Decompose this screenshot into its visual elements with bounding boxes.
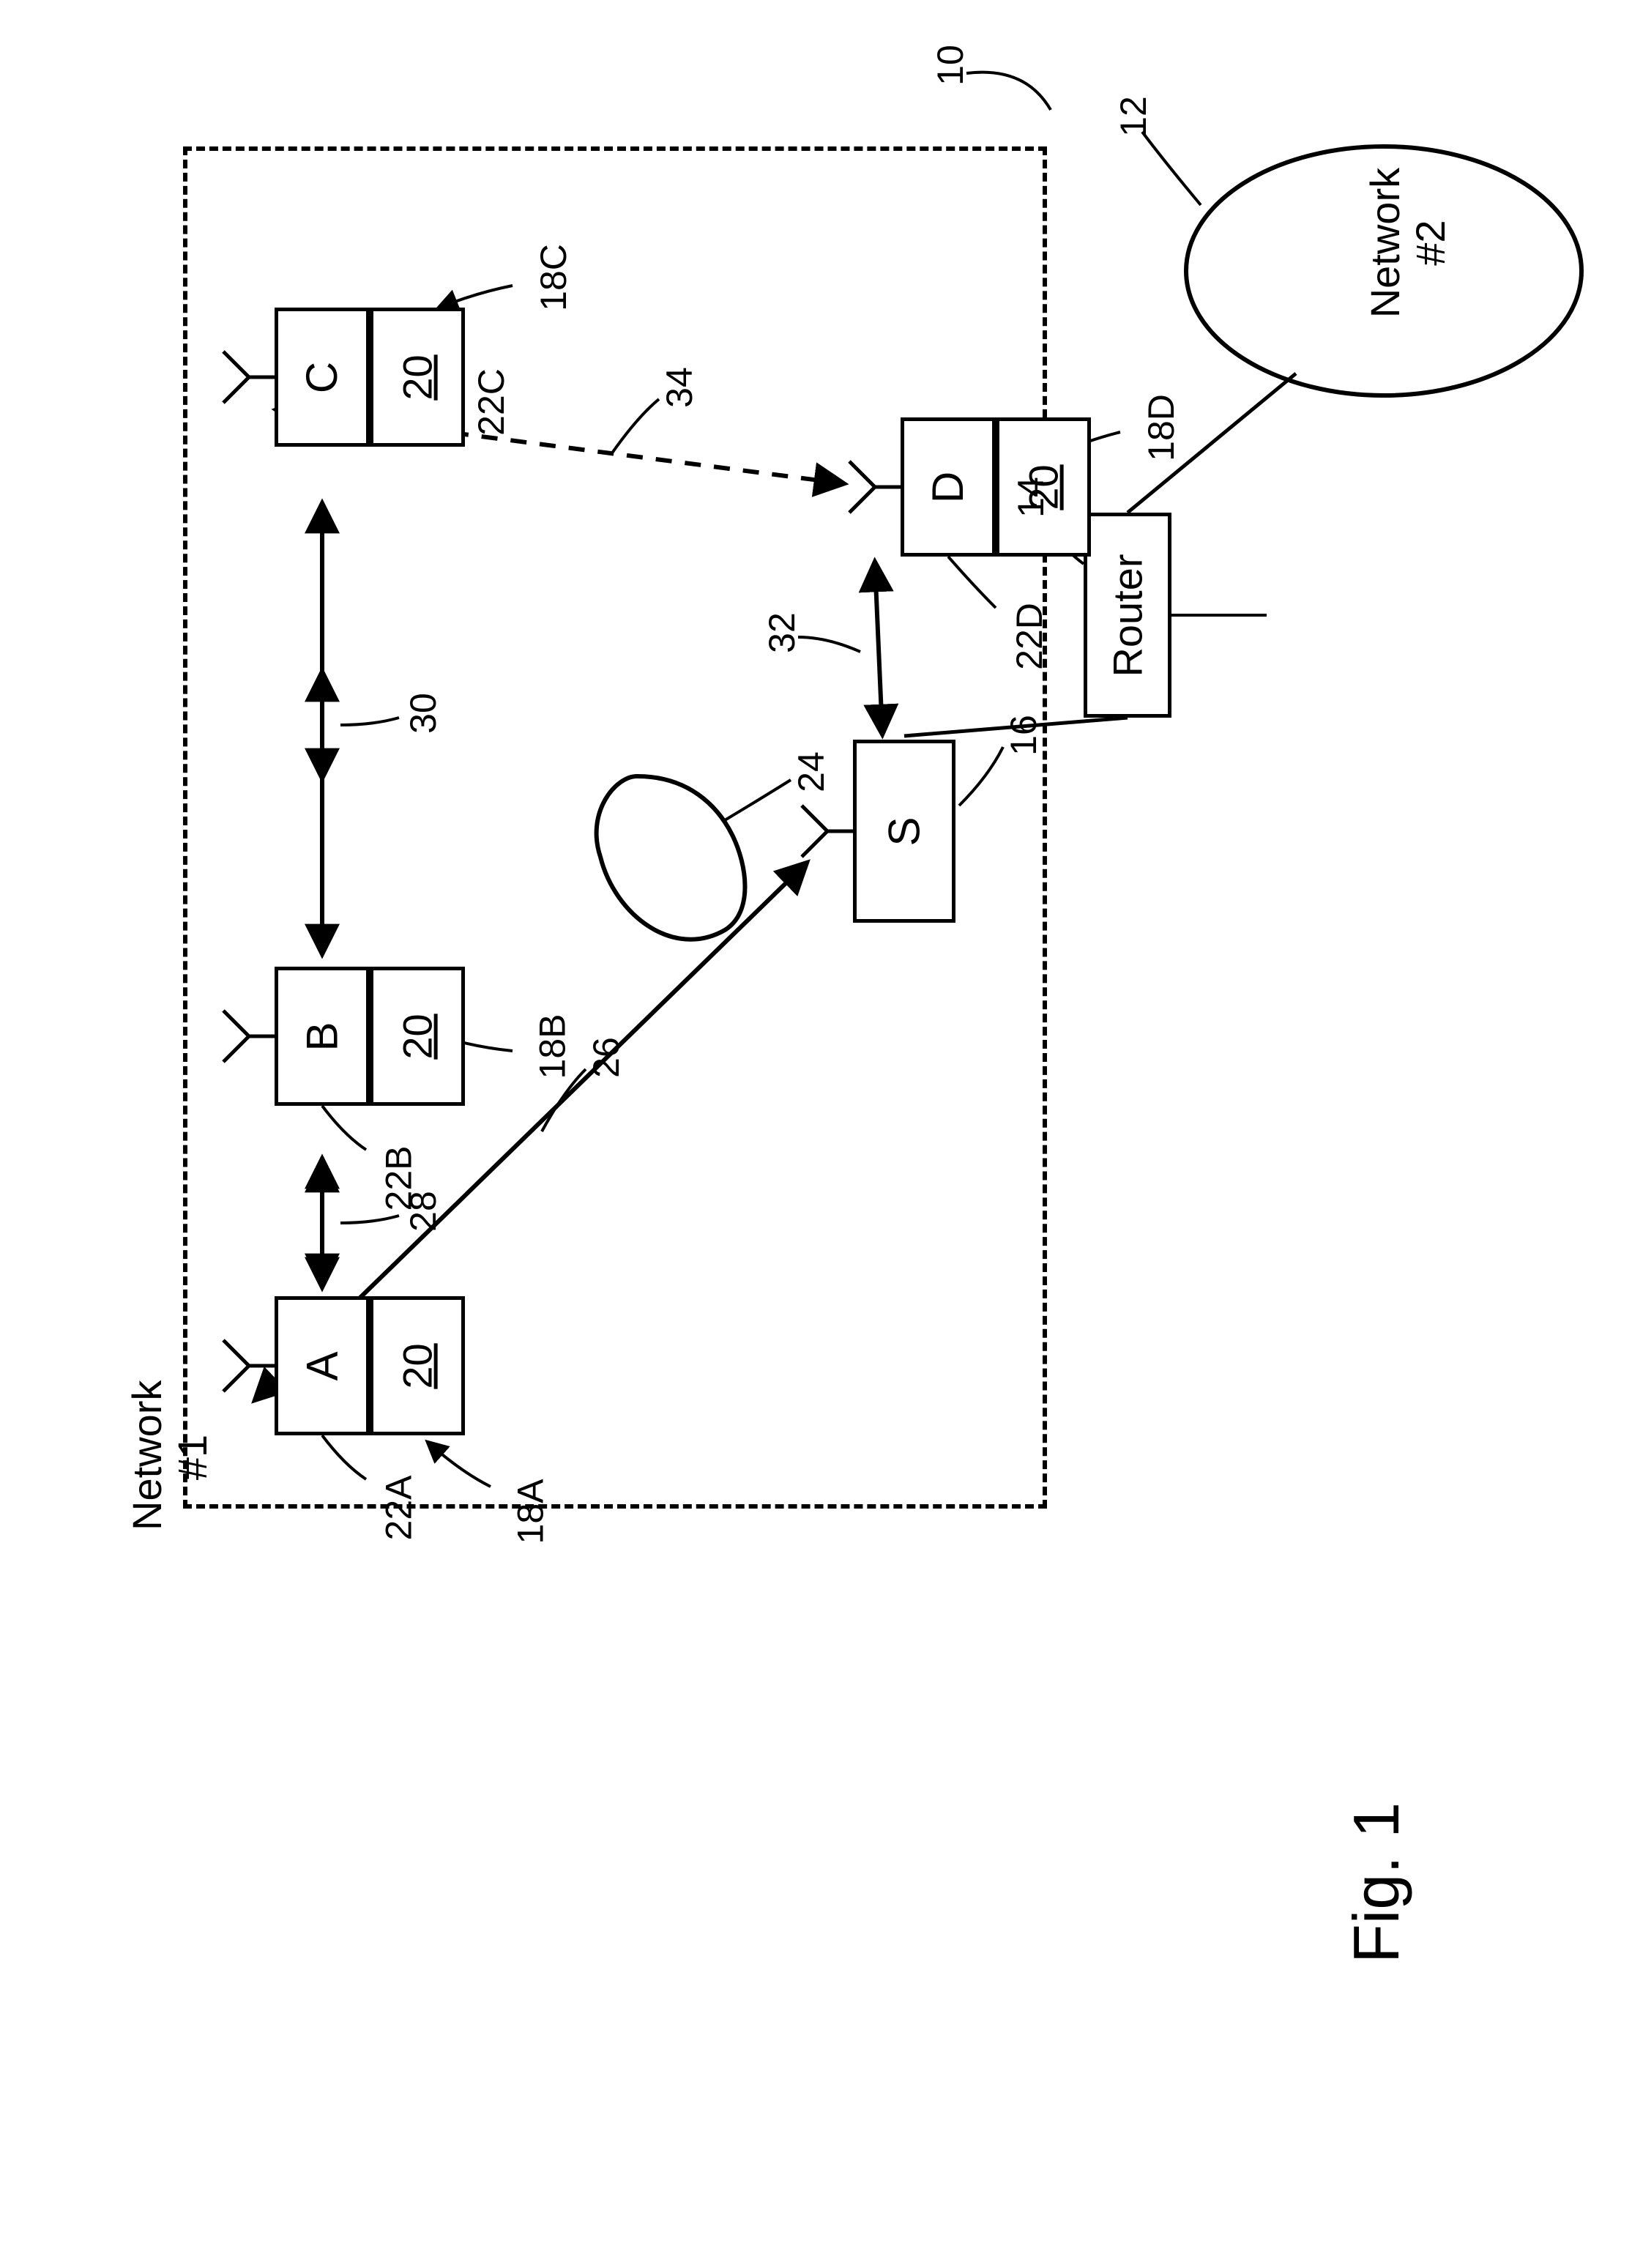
node-c-wnic: C <box>275 308 370 447</box>
ref-22a: 22A <box>377 1476 420 1541</box>
antenna-d <box>849 461 901 513</box>
ref-12: 12 <box>1112 96 1155 137</box>
node-b-wnic: B <box>275 967 370 1106</box>
antenna-b <box>223 1011 275 1062</box>
ref-22c: 22C <box>470 368 513 436</box>
leader-22b <box>322 1106 366 1150</box>
ref-16: 16 <box>1002 715 1045 756</box>
node-s-label: S <box>879 817 930 846</box>
node-c-base: 20 <box>370 308 465 447</box>
leader-22a <box>322 1435 366 1479</box>
link-sd <box>875 564 882 732</box>
node-a-wnic: A <box>275 1296 370 1435</box>
antenna-s <box>802 806 853 857</box>
router-label: Router <box>1104 554 1152 677</box>
leader-24 <box>725 780 791 820</box>
node-b-label: B <box>297 1022 348 1051</box>
ref-18b: 18B <box>531 1014 573 1079</box>
ref-10: 10 <box>929 45 972 86</box>
node-s-box: S <box>853 740 955 923</box>
ref-26: 26 <box>585 1037 627 1078</box>
router-box: Router <box>1084 513 1171 718</box>
leader-22d <box>948 557 996 608</box>
node-a-base: 20 <box>370 1296 465 1435</box>
ref-22b: 22B <box>377 1146 420 1211</box>
leader-16 <box>959 747 1003 806</box>
leader-30 <box>340 718 399 725</box>
network2-label: Network#2 <box>1363 168 1453 318</box>
antenna-a <box>223 1340 275 1391</box>
node-b-base-label: 20 <box>393 1014 441 1059</box>
leader-18c <box>439 286 513 308</box>
ref-32: 32 <box>761 612 803 653</box>
network1-label: Network#1 <box>124 1384 215 1531</box>
obstacle-shape <box>597 776 745 940</box>
node-c-base-label: 20 <box>393 354 441 400</box>
ref-14: 14 <box>1010 477 1052 518</box>
figure-label: Fig. 1 <box>1339 1802 1414 1963</box>
leader-10 <box>966 72 1051 110</box>
node-d-label: D <box>923 471 974 502</box>
node-a-base-label: 20 <box>393 1343 441 1388</box>
node-a-label: A <box>297 1351 348 1380</box>
antenna-c <box>223 352 275 403</box>
ref-22d: 22D <box>1008 603 1051 670</box>
leader-34 <box>611 399 659 454</box>
node-b-base: 20 <box>370 967 465 1106</box>
leader-32 <box>798 637 860 652</box>
figure-canvas: Router S A 20 B 20 C 20 D 20 Network#2 N… <box>0 0 1632 2268</box>
leader-28 <box>340 1216 399 1223</box>
ref-18a: 18A <box>509 1479 551 1544</box>
leader-18a <box>428 1443 491 1487</box>
ref-18c: 18C <box>532 244 575 311</box>
node-c-label: C <box>297 361 348 393</box>
leader-12 <box>1142 132 1201 205</box>
ref-34: 34 <box>658 367 701 408</box>
ref-18d: 18D <box>1140 394 1182 461</box>
node-d-wnic: D <box>901 417 996 557</box>
ref-30: 30 <box>402 693 444 734</box>
ref-24: 24 <box>790 751 832 792</box>
